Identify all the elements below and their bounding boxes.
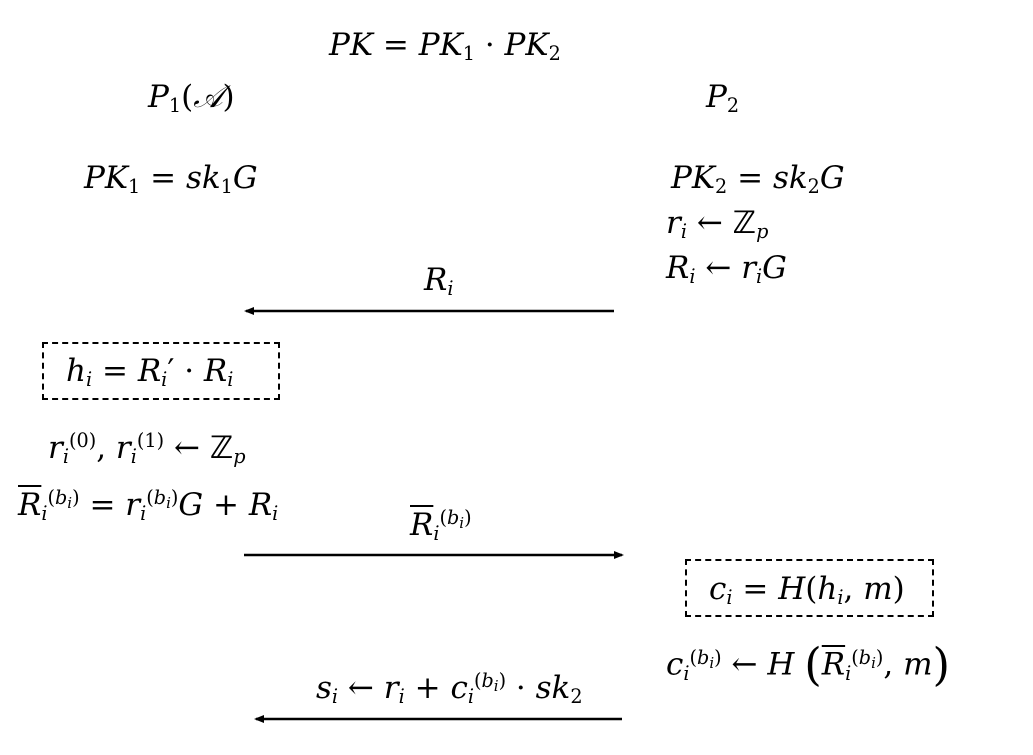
- eq-pk1: PK1 = sk1G: [84, 160, 258, 199]
- eq-ci-bi: ci(bi) ← H (Ri(bi), m): [666, 638, 951, 691]
- arrow-ri-label: Ri: [424, 262, 454, 301]
- eq-ri-sample: ri ← ℤp: [666, 205, 769, 244]
- arrow-rbar-label: Ri(bi): [410, 506, 472, 546]
- eq-pk2: PK2 = sk2G: [671, 160, 845, 199]
- party-p2-label: P2: [706, 79, 740, 118]
- ci-dashed-box: [685, 559, 934, 617]
- party-p1-label: P1(𝒜): [148, 79, 235, 118]
- hi-dashed-box: [42, 342, 280, 400]
- eq-ri0-ri1-sample: ri(0), ri(1) ← ℤp: [48, 429, 246, 469]
- eq-Ri-compute: Ri ← riG: [666, 250, 787, 289]
- eq-hi: hi = Ri′ · Ri: [66, 353, 234, 392]
- eq-Rbar: Ri(bi) = ri(bi)G + Ri: [18, 486, 279, 526]
- eq-ci: ci = H(hi, m): [709, 571, 905, 610]
- arrow-si-label: si ← ri + ci(bi) · sk2: [316, 669, 583, 709]
- eq-public-key: PK = PK1 · PK2: [329, 27, 561, 66]
